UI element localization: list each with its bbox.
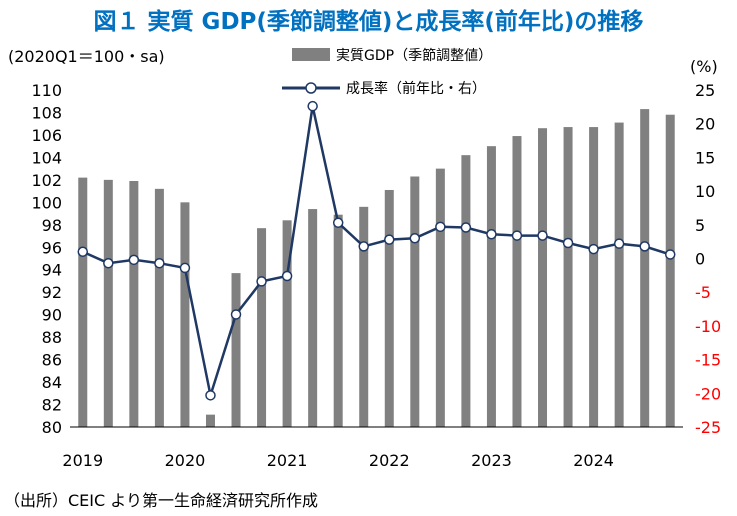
source-note: （出所）CEIC より第一生命経済研究所作成 (4, 491, 318, 510)
gdp-bar (103, 179, 113, 427)
gdp-bar (640, 109, 650, 427)
right-tick-label: 5 (695, 216, 705, 235)
growth-line (82, 105, 671, 396)
left-tick-label: 82 (42, 396, 62, 415)
year-label: 2019 (62, 451, 103, 470)
left-tick-label: 100 (31, 193, 62, 212)
gdp-bar (154, 188, 164, 427)
left-tick-label: 110 (31, 81, 62, 100)
left-tick-label: 84 (42, 373, 62, 392)
legend-line-label: 成長率（前年比・右） (346, 80, 486, 97)
left-axis-label: (2020Q1＝100・sa) (8, 47, 165, 66)
left-tick-label: 98 (42, 216, 62, 235)
left-tick-label: 94 (42, 261, 62, 280)
year-label: 2022 (369, 451, 410, 470)
left-tick-label: 102 (31, 171, 62, 190)
gdp-bar (614, 122, 624, 428)
left-tick-label: 96 (42, 238, 62, 257)
gdp-bar (205, 414, 215, 427)
gdp-bar (512, 136, 522, 427)
growth-point (562, 237, 574, 249)
left-tick-label: 88 (42, 328, 62, 347)
left-tick-label: 80 (42, 418, 62, 437)
growth-point (179, 262, 191, 274)
growth-point (435, 221, 446, 233)
right-tick-label: -10 (695, 317, 721, 336)
gdp-bar (180, 202, 190, 427)
growth-point (358, 241, 369, 252)
gdp-bar (410, 176, 420, 427)
growth-point (154, 257, 165, 269)
growth-point (205, 390, 216, 401)
growth-point (486, 228, 497, 240)
year-label: 2024 (573, 451, 614, 470)
gdp-bar (78, 177, 88, 427)
legend-bar-swatch (292, 48, 330, 61)
legend: 実質GDP（季節調整値） 成長率（前年比・右） (282, 47, 492, 97)
right-tick-label: 15 (695, 148, 715, 167)
right-tick-label: -20 (695, 384, 721, 403)
gdp-bar (435, 168, 445, 427)
left-tick-label: 90 (42, 306, 62, 325)
growth-point (409, 233, 421, 244)
growth-point (77, 246, 89, 258)
right-axis-label: (%) (690, 57, 718, 76)
left-tick-label: 104 (31, 148, 62, 167)
plot-area: 80828486889092949698100102104106108110-2… (31, 81, 721, 470)
growth-point (639, 241, 650, 252)
growth-point (384, 234, 395, 245)
growth-point (256, 276, 267, 287)
right-tick-label: 20 (695, 115, 715, 134)
gdp-bar (282, 220, 292, 427)
gdp-bar (589, 127, 599, 427)
gdp-bar (231, 273, 241, 427)
growth-point (128, 254, 140, 266)
right-tick-label: -5 (695, 283, 711, 302)
gdp-bar (461, 155, 471, 428)
left-tick-label: 106 (31, 126, 62, 145)
gdp-bar (129, 180, 139, 427)
right-tick-label: 10 (695, 182, 715, 201)
growth-point (103, 257, 114, 269)
growth-point (332, 217, 344, 229)
growth-point (588, 243, 599, 255)
growth-point (281, 270, 293, 282)
left-tick-label: 86 (42, 351, 62, 370)
growth-point (537, 230, 548, 241)
year-label: 2023 (471, 451, 512, 470)
gdp-bar (333, 214, 343, 427)
growth-point (230, 309, 242, 320)
legend-bar-label: 実質GDP（季節調整値） (336, 47, 492, 64)
gdp-bar (257, 228, 267, 427)
year-label: 2021 (267, 451, 308, 470)
gdp-bar (665, 114, 675, 428)
growth-point (511, 230, 523, 241)
right-tick-label: -25 (695, 418, 721, 437)
gdp-bar (538, 128, 548, 427)
gdp-bar (308, 209, 318, 427)
left-tick-label: 108 (31, 103, 62, 122)
growth-point (307, 100, 318, 112)
left-tick-label: 92 (42, 283, 62, 302)
growth-point (460, 222, 472, 233)
growth-point (664, 249, 676, 260)
growth-point (613, 238, 625, 249)
right-tick-label: 25 (695, 81, 715, 100)
legend-line-marker (305, 82, 317, 94)
gdp-bar (359, 206, 369, 427)
right-tick-label: -15 (695, 351, 721, 370)
gdp-bar (486, 146, 496, 427)
gdp-bar (384, 189, 394, 427)
year-label: 2020 (165, 451, 206, 470)
right-tick-label: 0 (695, 250, 705, 269)
gdp-bar (563, 127, 573, 427)
chart-title: 図１ 実質 GDP(季節調整値)と成長率(前年比)の推移 (93, 9, 644, 35)
